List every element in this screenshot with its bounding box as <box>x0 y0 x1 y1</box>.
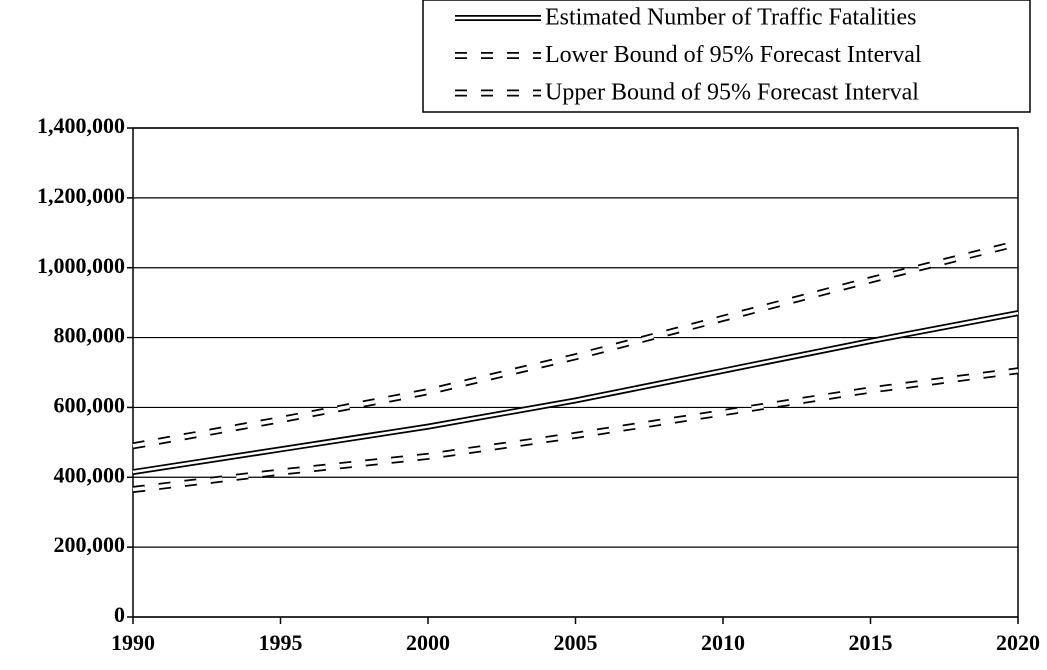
legend-label: Upper Bound of 95% Forecast Interval <box>545 80 919 106</box>
y-tick-label: 1,000,000 <box>37 253 125 278</box>
series-line-highlight <box>132 369 1019 492</box>
legend-label: Estimated Number of Traffic Fatalities <box>545 5 917 31</box>
y-tick-label: 1,400,000 <box>37 113 125 138</box>
series-line <box>132 239 1019 450</box>
x-tick-label: 1995 <box>259 630 303 655</box>
series-line <box>132 310 1019 476</box>
y-tick-label: 200,000 <box>54 532 126 557</box>
y-tick-label: 800,000 <box>54 323 126 348</box>
y-tick-label: 1,200,000 <box>37 183 125 208</box>
y-tick-label: 0 <box>114 602 125 627</box>
x-tick-label: 2020 <box>996 630 1040 655</box>
plot-frame <box>132 127 1019 618</box>
x-tick-label: 2015 <box>849 630 893 655</box>
x-tick-label: 2000 <box>406 630 450 655</box>
y-tick-label: 600,000 <box>54 392 126 417</box>
series-line-highlight <box>132 241 1019 448</box>
series-line-highlight <box>132 311 1019 474</box>
legend-label: Lower Bound of 95% Forecast Interval <box>545 42 922 68</box>
x-tick-label: 1990 <box>111 630 155 655</box>
x-tick-label: 2010 <box>701 630 745 655</box>
y-tick-label: 400,000 <box>54 462 126 487</box>
x-tick-label: 2005 <box>554 630 598 655</box>
